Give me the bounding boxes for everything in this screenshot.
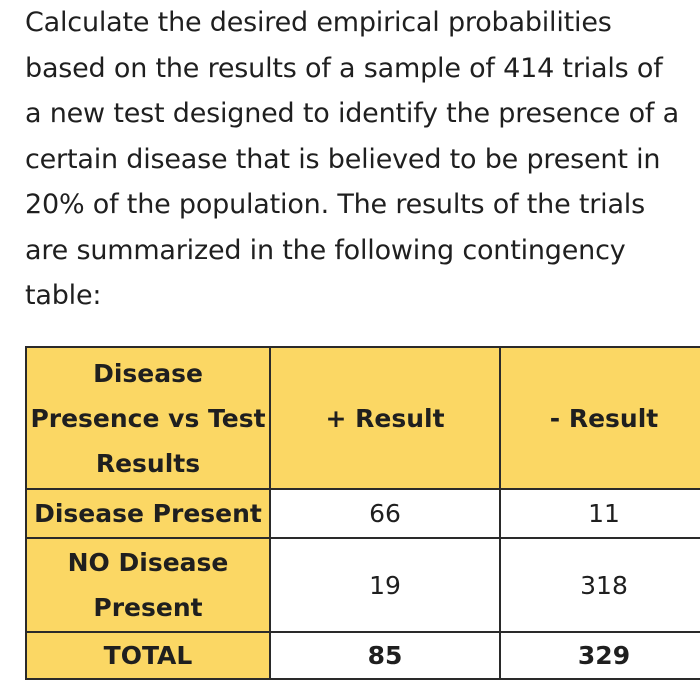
row-label-no-disease-present: NO Disease Present xyxy=(25,537,271,633)
cell-no-disease-negative: 318 xyxy=(499,537,700,633)
header-negative-result: - Result xyxy=(499,346,700,490)
table-row: NO Disease Present 19 318 xyxy=(25,537,700,633)
question-text: Calculate the desired empirical probabil… xyxy=(25,7,679,311)
table-row: Disease Present 66 11 xyxy=(25,488,700,539)
cell-no-disease-positive: 19 xyxy=(269,537,501,633)
row-label-disease-present: Disease Present xyxy=(25,488,271,539)
table-header-row: Disease Presence vs Test Results + Resul… xyxy=(25,346,700,490)
cell-disease-present-negative: 11 xyxy=(499,488,700,539)
cell-disease-present-positive: 66 xyxy=(269,488,501,539)
contingency-table: Disease Presence vs Test Results + Resul… xyxy=(25,346,700,680)
header-positive-result: + Result xyxy=(269,346,501,490)
contingency-table-container: Disease Presence vs Test Results + Resul… xyxy=(25,346,700,680)
header-corner-cell: Disease Presence vs Test Results xyxy=(25,346,271,490)
